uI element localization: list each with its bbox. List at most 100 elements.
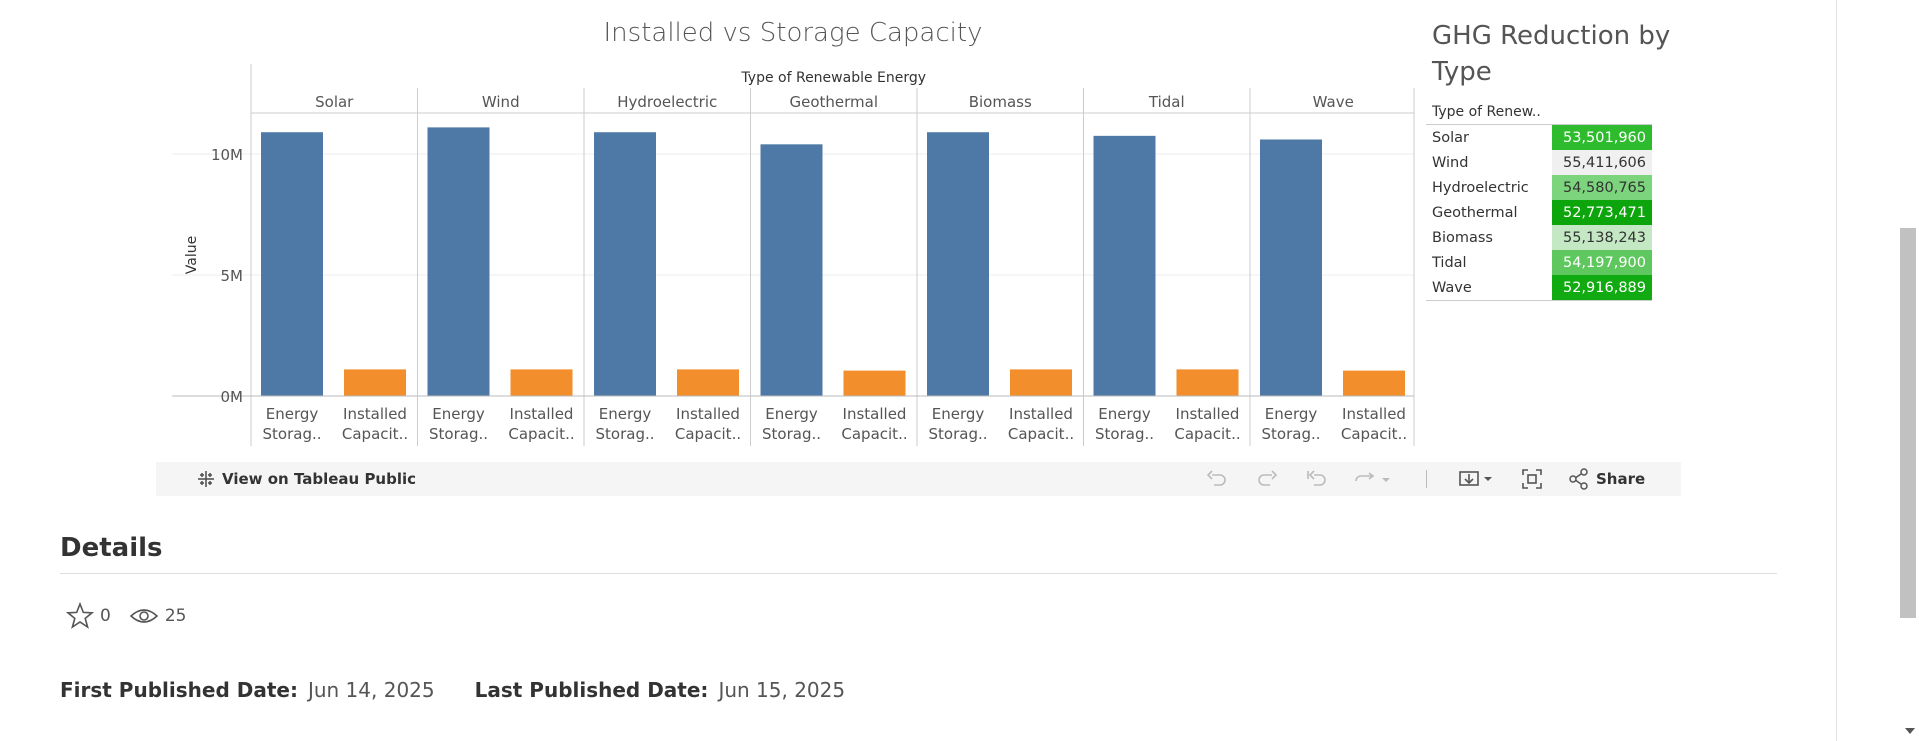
publish-dates: First Published Date: Jun 14, 2025 Last …	[60, 678, 885, 702]
bar	[1260, 139, 1322, 397]
last-published-label: Last Published Date:	[474, 678, 709, 702]
eye-icon	[129, 609, 159, 623]
ghg-row: Wind 55,411,606	[1426, 150, 1652, 175]
y-axis-label: Value	[184, 236, 200, 274]
stats-row: 0 25	[66, 602, 186, 630]
bar-axis-label: Installed	[843, 405, 907, 423]
bar-axis-label: Energy	[932, 405, 985, 423]
bar-axis-label: Storag..	[1262, 425, 1321, 443]
bar-axis-label: Installed	[1176, 405, 1240, 423]
first-published-value: Jun 14, 2025	[307, 678, 435, 702]
bar-axis-label: Capacit..	[508, 425, 574, 443]
bar-chart: Type of Renewable Energy Solar Energy Stora…	[172, 64, 1415, 446]
share-icon	[1569, 468, 1588, 490]
category-label: Hydroelectric	[617, 93, 717, 111]
bar-axis-label: Installed	[1342, 405, 1406, 423]
bar	[677, 369, 739, 396]
ghg-row: Hydroelectric 54,580,765	[1426, 175, 1652, 200]
ghg-row-value: 52,916,889	[1552, 275, 1652, 301]
column-header: Type of Renewable Energy	[740, 70, 926, 86]
fullscreen-button[interactable]	[1520, 462, 1544, 496]
ghg-table: Type of Renew.. Solar 53,501,960 Wind 55,41…	[1426, 100, 1652, 301]
bar	[427, 127, 490, 396]
y-tick-label: 5M	[221, 267, 244, 285]
toolbar-divider	[1426, 462, 1427, 496]
details-divider	[60, 573, 1777, 574]
download-button[interactable]	[1458, 462, 1498, 496]
bar	[261, 132, 323, 396]
ghg-row: Wave 52,916,889	[1426, 275, 1652, 301]
bar	[510, 369, 573, 396]
bar-axis-label: Storag..	[929, 425, 988, 443]
bar	[843, 370, 906, 396]
ghg-title: GHG Reduction by Type	[1432, 21, 1671, 87]
bar-axis-label: Energy	[1265, 405, 1318, 423]
share-button[interactable]: Share	[1568, 462, 1645, 496]
ghg-row-label: Tidal	[1432, 254, 1467, 271]
bar	[760, 144, 823, 396]
y-tick-label: 0M	[221, 388, 244, 406]
redo-button[interactable]	[1256, 462, 1278, 496]
tableau-icon	[198, 471, 214, 487]
ghg-row-label: Wave	[1426, 275, 1552, 301]
scroll-down-arrow-icon[interactable]	[1905, 728, 1915, 734]
refresh-button[interactable]	[1352, 462, 1392, 496]
bar-axis-label: Energy	[432, 405, 485, 423]
star-icon[interactable]	[66, 602, 94, 630]
view-on-tableau-button[interactable]: View on Tableau Public	[196, 462, 416, 496]
bar-axis-label: Installed	[1009, 405, 1073, 423]
view-on-tableau-label: View on Tableau Public	[222, 470, 417, 488]
bar-axis-label: Energy	[1098, 405, 1151, 423]
bar-axis-label: Storag..	[429, 425, 488, 443]
bar-axis-label: Capacit..	[675, 425, 741, 443]
ghg-row: Tidal 54,197,900	[1426, 250, 1652, 275]
bar-axis-label: Storag..	[596, 425, 655, 443]
ghg-row-value: 54,580,765	[1552, 175, 1652, 200]
bar-axis-label: Capacit..	[342, 425, 408, 443]
favorites-count: 0	[100, 606, 111, 626]
undo-icon	[1206, 470, 1226, 486]
category-label: Solar	[315, 93, 354, 111]
ghg-row-value: 53,501,960	[1552, 124, 1652, 150]
tableau-toolbar: View on Tableau Public Share	[156, 462, 1681, 496]
ghg-row-label: Geothermal	[1432, 204, 1518, 221]
category-label: Wave	[1313, 93, 1354, 111]
ghg-row-value: 54,197,900	[1552, 250, 1652, 275]
fullscreen-icon	[1522, 469, 1542, 489]
bar-axis-label: Capacit..	[841, 425, 907, 443]
category-label: Wind	[482, 93, 520, 111]
redo-icon	[1258, 470, 1278, 486]
revert-icon	[1307, 470, 1326, 486]
share-label: Share	[1596, 470, 1646, 488]
bar-axis-label: Installed	[510, 405, 574, 423]
download-icon	[1459, 471, 1492, 486]
chart-title: Installed vs Storage Capacity	[603, 18, 983, 48]
ghg-column-header: Type of Renew..	[1426, 100, 1552, 125]
last-published-value: Jun 15, 2025	[718, 678, 846, 702]
views-count: 25	[164, 606, 187, 626]
bar	[1343, 370, 1405, 396]
category-label: Geothermal	[789, 93, 878, 111]
ghg-row-label: Biomass	[1432, 229, 1493, 246]
y-tick-label: 10M	[211, 146, 243, 164]
bar	[1176, 369, 1239, 396]
ghg-row-value: 52,773,471	[1552, 200, 1652, 225]
revert-button[interactable]	[1306, 462, 1328, 496]
ghg-row-label: Hydroelectric	[1432, 179, 1529, 196]
bar	[1093, 135, 1156, 396]
ghg-row: Geothermal 52,773,471	[1426, 200, 1652, 225]
bar-axis-label: Storag..	[1095, 425, 1154, 443]
bar	[927, 132, 989, 396]
details-title: Details	[60, 533, 163, 563]
first-published-label: First Published Date:	[60, 678, 298, 702]
category-label: Tidal	[1148, 93, 1185, 111]
bar-axis-label: Energy	[599, 405, 652, 423]
ghg-row-value: 55,411,606	[1552, 150, 1652, 175]
ghg-row: Biomass 55,138,243	[1426, 225, 1652, 250]
ghg-row-label: Wind	[1432, 154, 1469, 171]
bar-axis-label: Storag..	[263, 425, 322, 443]
undo-button[interactable]	[1206, 462, 1228, 496]
ghg-row-label: Solar	[1432, 129, 1469, 146]
scrollbar-thumb[interactable]	[1900, 228, 1916, 618]
bar-axis-label: Installed	[343, 405, 407, 423]
